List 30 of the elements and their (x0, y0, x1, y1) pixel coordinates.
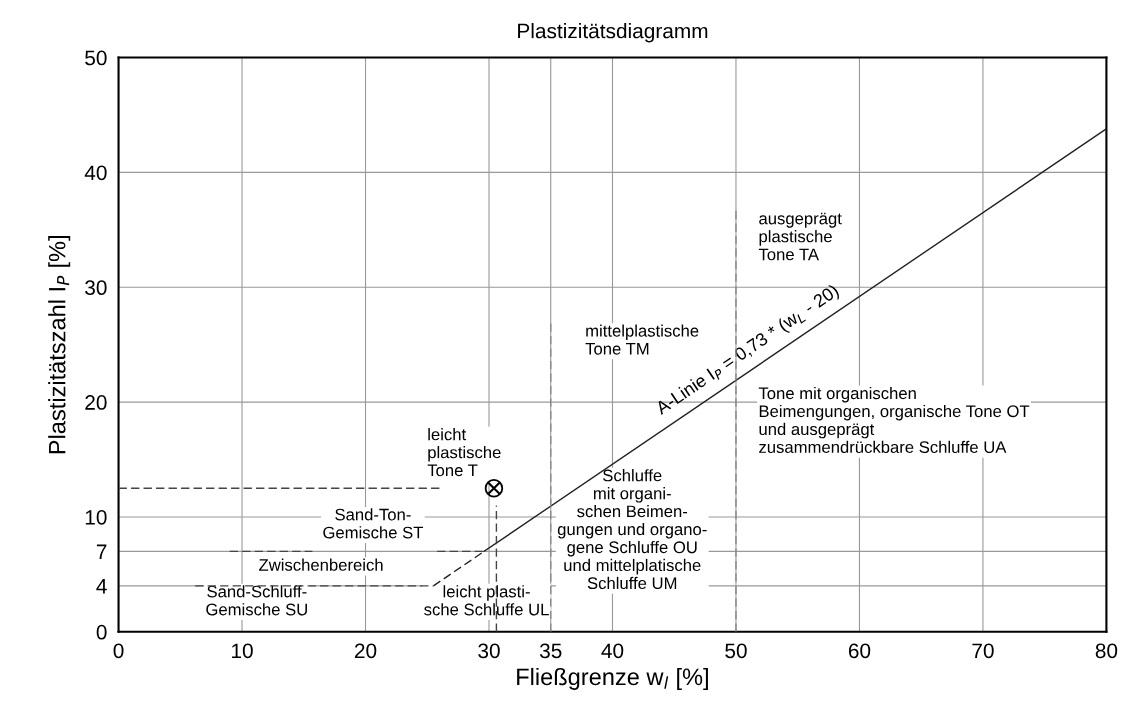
y-tick-label: 4 (96, 579, 107, 594)
x-tick-label: 40 (601, 643, 624, 659)
x-tick-label: 20 (354, 643, 377, 659)
annotation: Sand-Schluff- Gemische SU (206, 585, 307, 616)
x-tick-label: 0 (113, 643, 124, 659)
chart-title: Plastizitätsdiagramm (518, 23, 708, 43)
annotation: Sand-Ton- Gemische ST (323, 508, 424, 539)
x-tick-label: 80 (1095, 643, 1118, 659)
annotation: Schluffe mit organi- schen Beimen- gungen und organo- gene Schluffe OU und mittelplatische Schluffe UM (557, 469, 707, 590)
annotation: leicht plasti- sche Schluffe UL (424, 585, 549, 616)
x-tick-label: 10 (232, 643, 253, 659)
y-tick-label: 40 (84, 165, 107, 181)
x-tick-label: 70 (972, 643, 994, 659)
y-tick-label: 20 (85, 395, 107, 410)
annotation: mittelplastische Tone TM (585, 324, 699, 355)
x-tick-label: 50 (725, 643, 747, 659)
y-tick-label: 10 (85, 509, 107, 525)
annotation: leicht plastische Tone T (427, 428, 501, 477)
annotation: ausgeprägt plastische Tone TA (758, 212, 842, 261)
x-tick-label: 60 (848, 643, 871, 659)
y-tick-label: 0 (96, 624, 107, 640)
y-tick-label: 7 (96, 544, 107, 559)
x-axis-title: Fließgrenze w$_{l}$ [%] (517, 667, 708, 690)
x-tick-label: 30 (478, 643, 500, 659)
x-tick-label: 35 (539, 643, 562, 659)
y-axis-title: Plastizitätszahl I$_{P}$ [%] (48, 236, 71, 454)
annotation: Tone mit organischen Beimengungen, organische Tone OT und ausgeprägt zusammendrückbare Schluffe UA (758, 386, 1030, 454)
y-tick-label: 30 (85, 280, 107, 296)
annotation: Zwischenbereich (259, 558, 383, 571)
y-tick-label: 50 (85, 50, 107, 66)
